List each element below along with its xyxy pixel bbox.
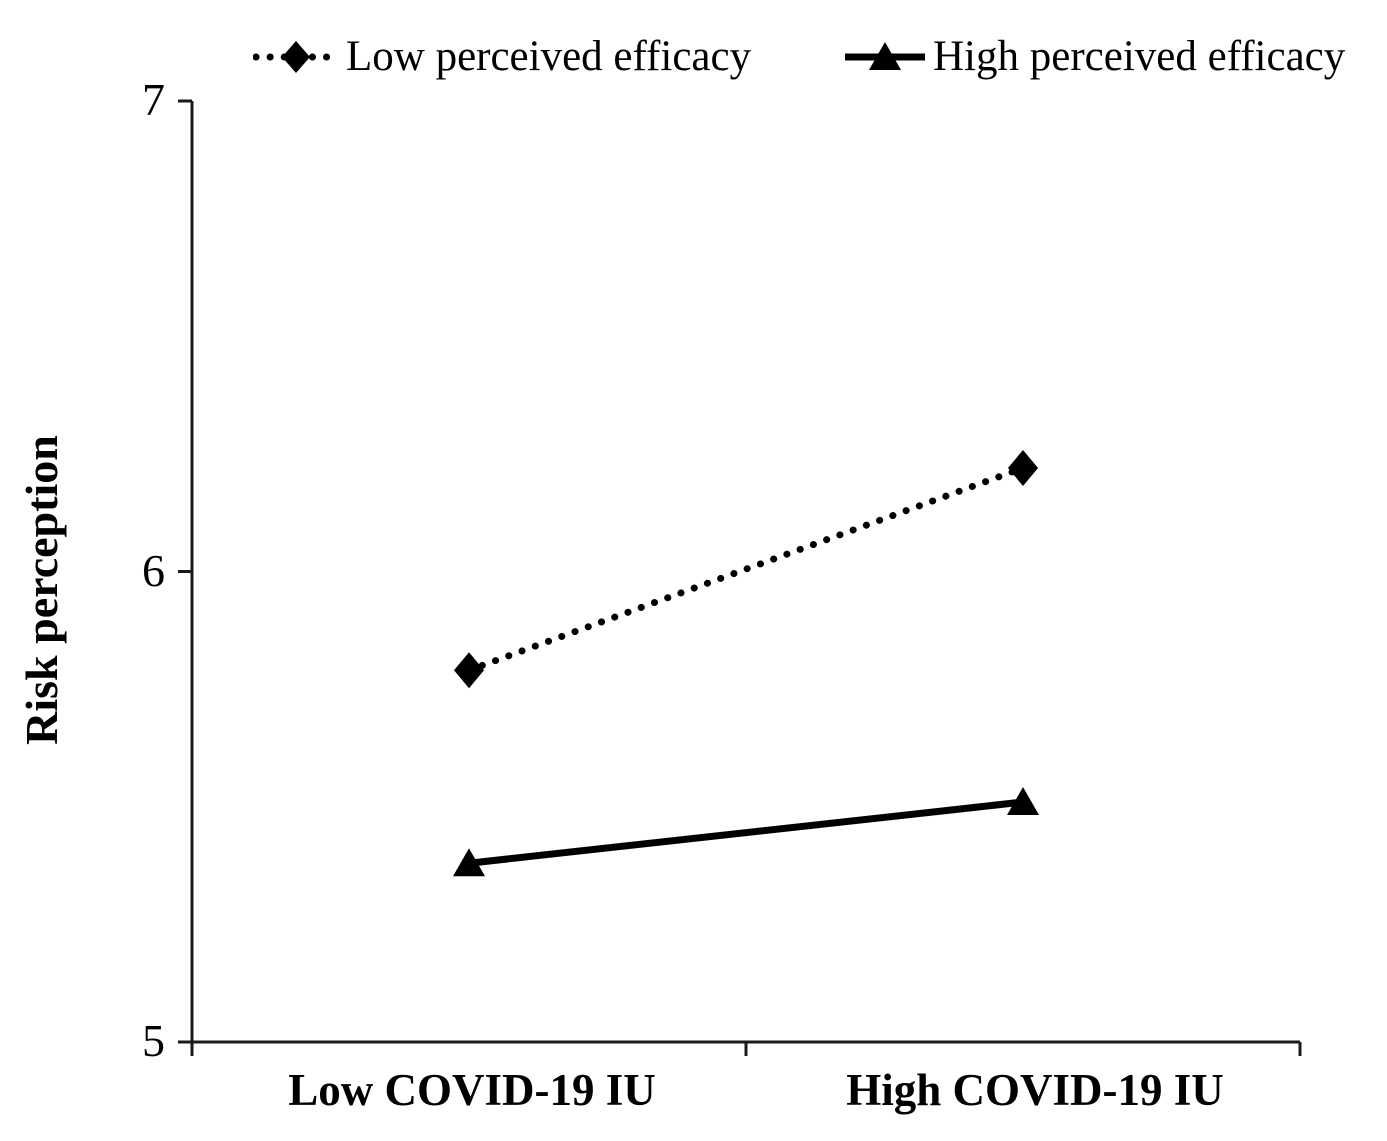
legend-item-low-efficacy: Low perceived efficacy — [253, 32, 751, 82]
legend-label-low-efficacy: Low perceived efficacy — [346, 33, 752, 80]
dotted-line-diamond-icon — [253, 41, 339, 73]
y-tick-label-5: 5 — [142, 1015, 165, 1066]
y-tick-label-6: 6 — [142, 545, 165, 596]
x-category-label-low: Low COVID-19 IU — [288, 1065, 656, 1115]
legend-item-high-efficacy: High perceived efficacy — [844, 32, 1345, 82]
solid-line-triangle-icon — [845, 42, 925, 70]
x-category-label-high: High COVID-19 IU — [846, 1065, 1224, 1115]
legend-label-high-efficacy: High perceived efficacy — [933, 33, 1346, 80]
y-tick-label-7: 7 — [142, 74, 165, 125]
